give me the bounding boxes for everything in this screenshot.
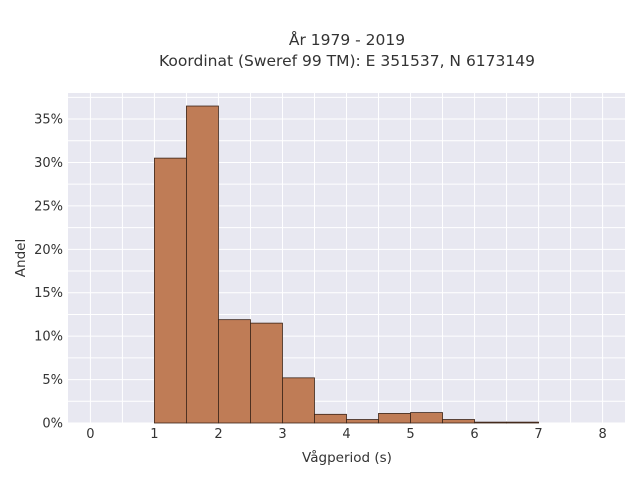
histogram-bar [474, 421, 507, 424]
x-tick-label: 3 [278, 427, 286, 442]
histogram-bar [186, 105, 219, 424]
y-axis-label: Andel [13, 239, 29, 277]
x-tick-label: 1 [150, 427, 158, 442]
y-tick-label: 5% [42, 373, 63, 388]
histogram-bar [410, 412, 443, 424]
x-axis-ticks: 0 1 2 3 4 5 6 7 8 [86, 427, 606, 442]
chart-title-line1: År 1979 - 2019 [289, 30, 405, 49]
chart-title-line2: Koordinat (Sweref 99 TM): E 351537, N 61… [159, 52, 535, 70]
x-tick-label: 0 [86, 427, 94, 442]
y-tick-label: 15% [34, 286, 63, 301]
histogram-bar [442, 419, 475, 424]
histogram-bar [154, 157, 187, 424]
histogram-bar [346, 419, 379, 424]
y-tick-label: 20% [34, 243, 63, 258]
y-tick-label: 30% [34, 156, 63, 171]
y-tick-label: 25% [34, 199, 63, 214]
y-tick-label: 0% [42, 417, 63, 432]
vertical-gridlines [89, 93, 604, 423]
y-tick-label: 10% [34, 330, 63, 345]
histogram-bar [506, 421, 539, 424]
x-tick-label: 7 [534, 427, 542, 442]
histogram-bar [250, 322, 283, 424]
x-axis-label: Vågperiod (s) [302, 449, 392, 466]
x-tick-label: 4 [342, 427, 350, 442]
x-tick-label: 6 [470, 427, 478, 442]
y-axis-ticks: 0% 5% 10% 15% 20% 25% 30% 35% [34, 113, 63, 432]
histogram-bar [282, 377, 315, 424]
histogram-bar [218, 319, 251, 424]
x-tick-label: 8 [598, 427, 606, 442]
x-tick-label: 2 [214, 427, 222, 442]
y-tick-label: 35% [34, 113, 63, 128]
histogram-bars [154, 105, 539, 424]
histogram-bar [378, 413, 411, 424]
histogram-bar [314, 413, 347, 424]
x-tick-label: 5 [406, 427, 414, 442]
